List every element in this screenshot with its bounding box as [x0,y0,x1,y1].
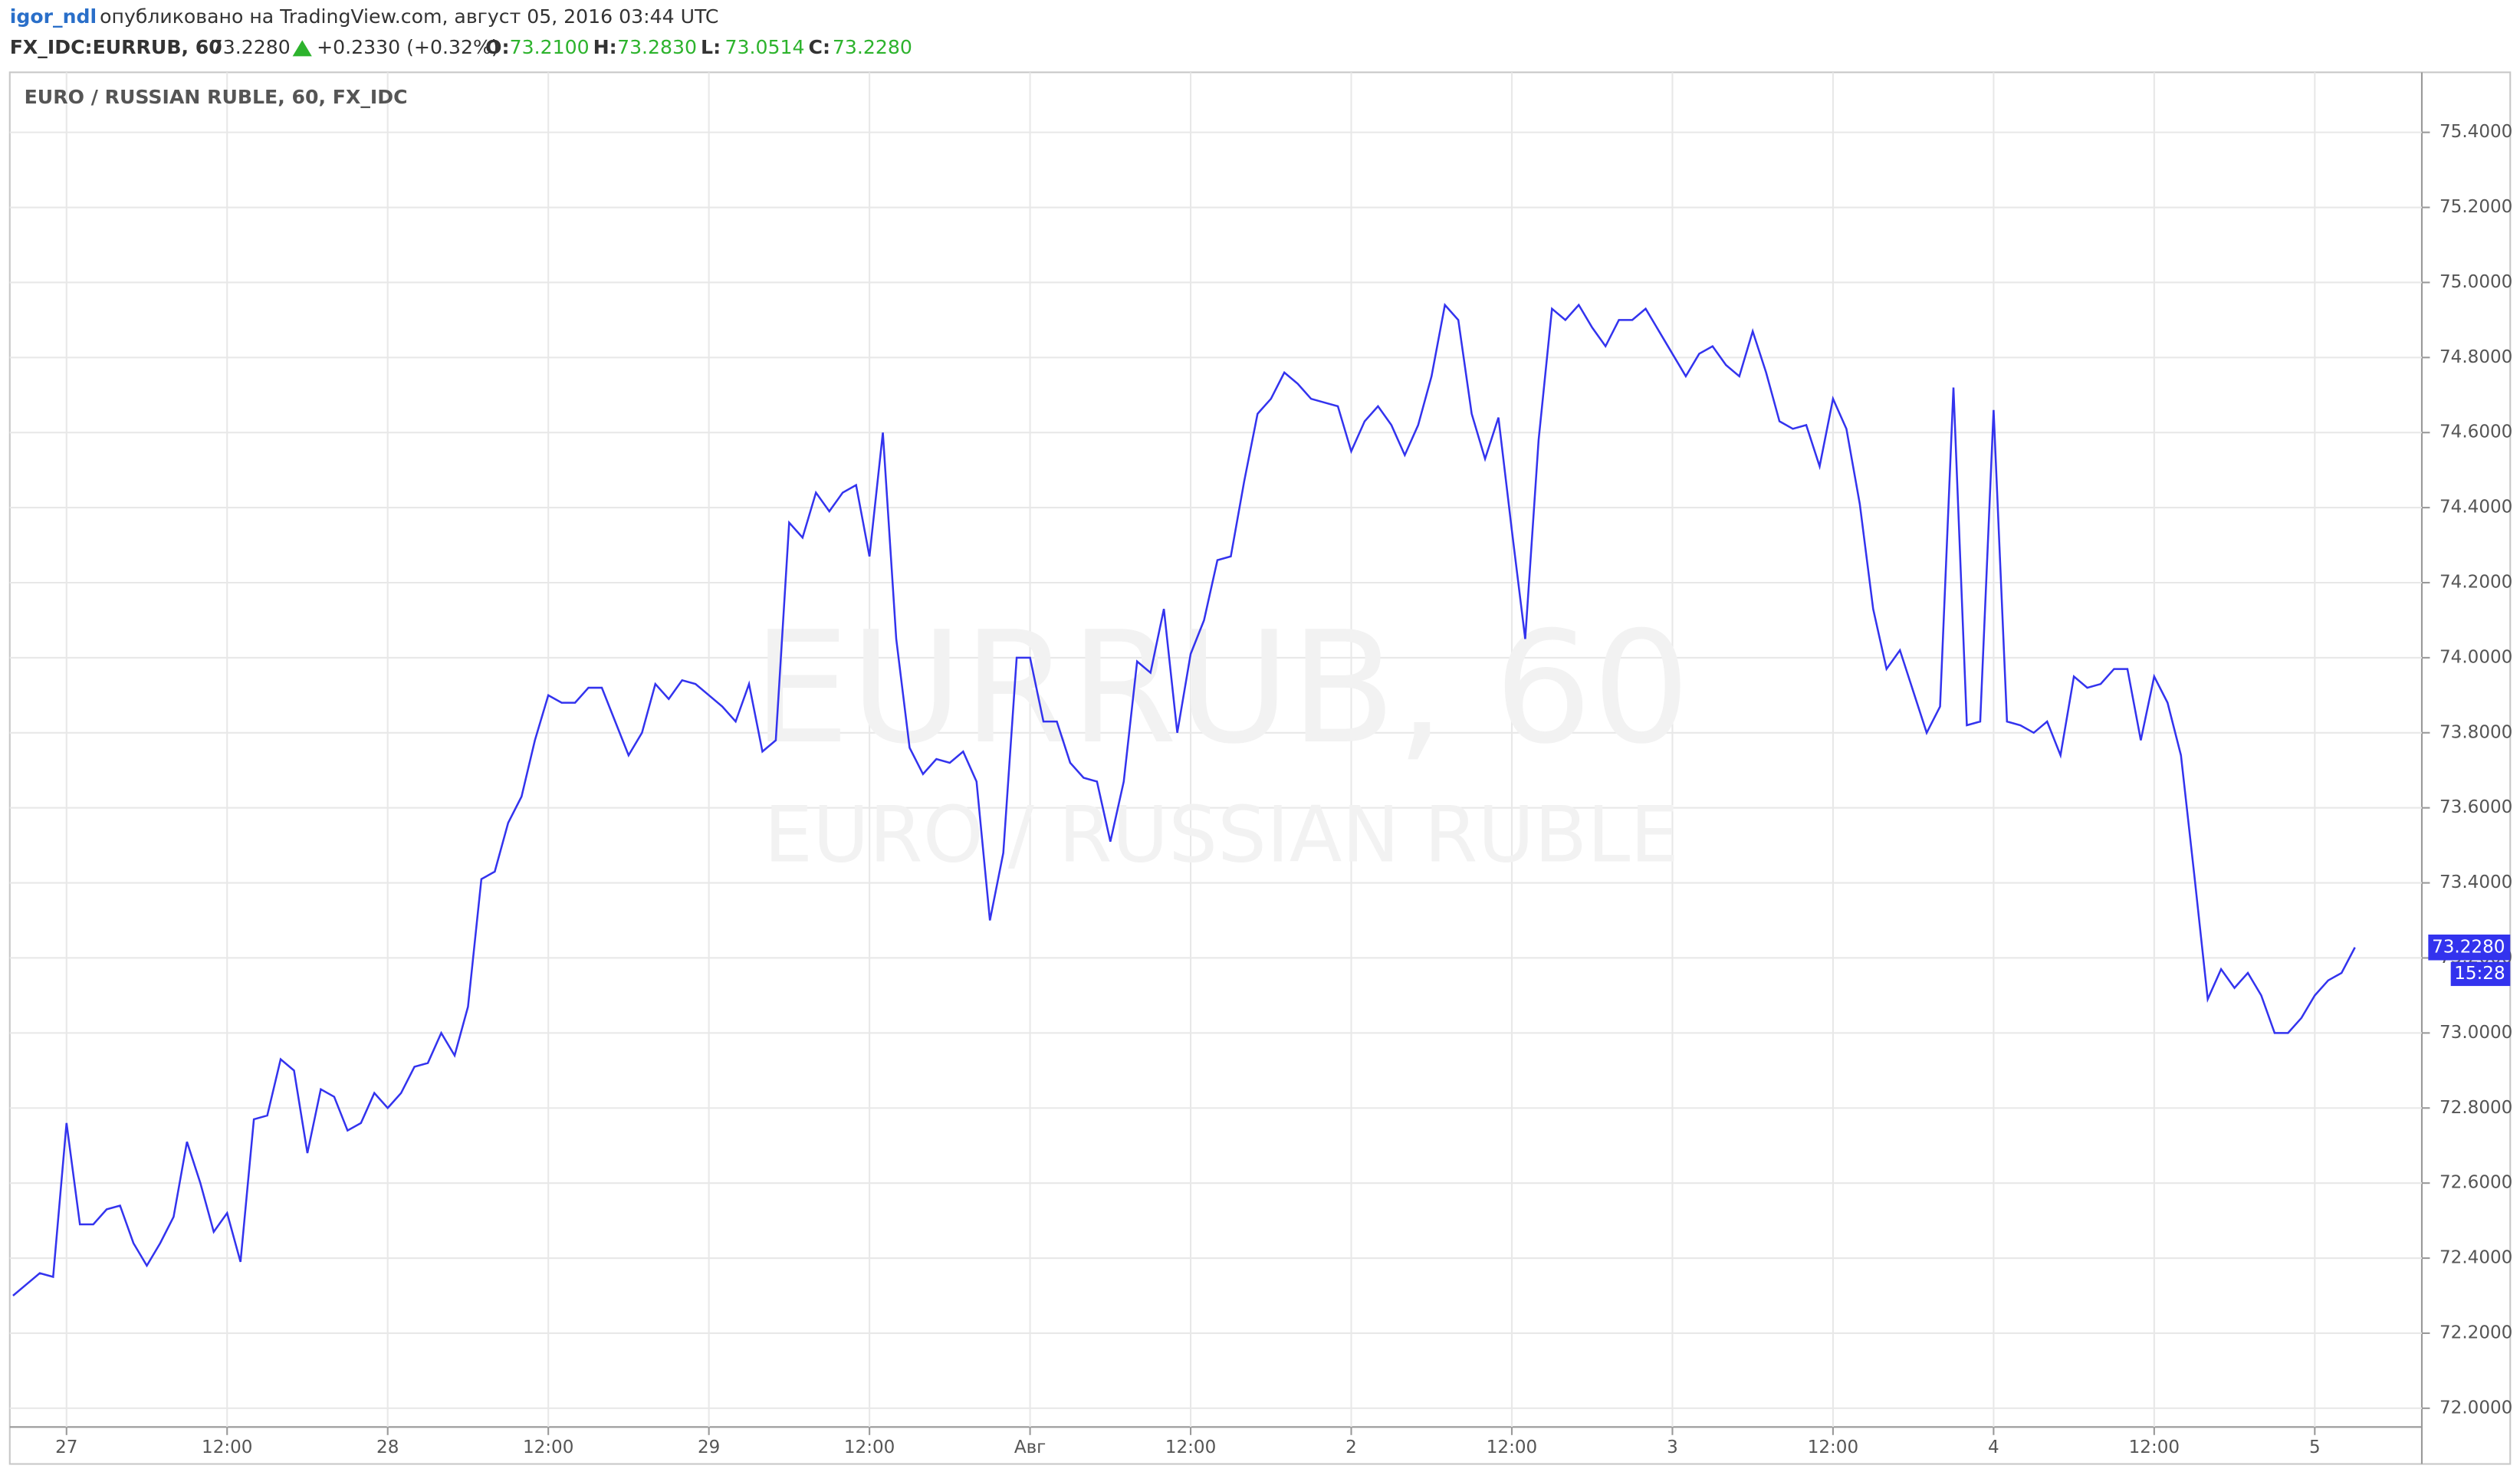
x-tick-label: 28 [376,1438,399,1457]
y-tick-label: 74.2000 [2440,573,2512,593]
last-price: 73.2280 [211,36,291,58]
price-label: 73.2280 [2432,937,2505,957]
ohlc-value: 73.0514 [725,36,805,58]
y-tick-label: 73.6000 [2440,797,2512,817]
chart-frame [8,71,2512,1465]
y-tick-label: 73.4000 [2440,872,2512,892]
ohlc-label: C: [809,36,831,58]
y-tick-label: 73.0000 [2440,1023,2512,1043]
x-tick-label: 12:00 [1165,1438,1216,1457]
x-tick-label: 5 [2309,1438,2321,1457]
ohlc-value: 73.2280 [833,36,912,58]
up-arrow [292,40,312,57]
watermark-subtitle: EURO / RUSSIAN RUBLE [764,790,1679,880]
y-tick-label: 74.0000 [2440,647,2512,667]
x-tick-label: 12:00 [2129,1438,2180,1457]
y-tick-label: 72.8000 [2440,1098,2512,1118]
time-label-box [2450,961,2511,987]
y-tick-label: 72.2000 [2440,1322,2512,1342]
marks: 73.2280 15:28 [12,303,2511,1296]
y-tick-label: 74.6000 [2440,422,2512,442]
y-tick-label: 73.8000 [2440,722,2512,742]
y-tick-label: 72.6000 [2440,1173,2512,1193]
y-tick-label: 72.4000 [2440,1248,2512,1268]
x-tick-label: Авг [1014,1438,1046,1457]
price-line [12,303,2356,1296]
y-tick-label: 72.0000 [2440,1398,2512,1418]
time-label: 15:28 [2454,964,2505,984]
ohlc: O: 73.2100 H: 73.2830 L: 73.0514 C: 73.2280 [485,36,912,58]
ohlc-label: L: [701,36,721,58]
ohlc-value: 73.2100 [510,36,590,58]
x-tick-label: 12:00 [523,1438,573,1457]
y-tick-label: 74.4000 [2440,498,2512,518]
x-tick-label: 12:00 [1808,1438,1858,1457]
x-tick-label: 2 [1345,1438,1357,1457]
ohlc-value: 73.2830 [617,36,697,58]
y-tick-label: 74.8000 [2440,347,2512,367]
ohlc-label: H: [593,36,617,58]
price-label-box [2428,934,2511,961]
y-tick-label: 75.4000 [2440,122,2512,142]
x-tick-label: 12:00 [844,1438,895,1457]
x-tick-label: 12:00 [202,1438,252,1457]
x-tick-label: 29 [698,1438,720,1457]
symbol: FX_IDC:EURRUB, 60 [10,36,222,58]
x-tick-label: 27 [55,1438,77,1457]
published-note: опубликовано на TradingView.com, август … [100,5,718,28]
user-name[interactable]: igor_ndl [10,5,97,28]
watermark: EURRUB, 60 [753,599,1690,778]
y-tick-label: 75.0000 [2440,272,2512,292]
ohlc-label: O: [485,36,509,58]
grid: 72.0000 72.2000 72.4000 72.6000 72.8000 73.00… [9,72,2512,1457]
change: +0.2330 (+0.32%) [317,36,499,58]
x-tick-label: 3 [1667,1438,1678,1457]
x-tick-label: 12:00 [1487,1438,1537,1457]
x-tick-label: 4 [1988,1438,1999,1457]
y-tick-label: 75.2000 [2440,197,2512,217]
chart-title: EURO / RUSSIAN RUBLE, 60, FX_IDC [25,86,408,108]
